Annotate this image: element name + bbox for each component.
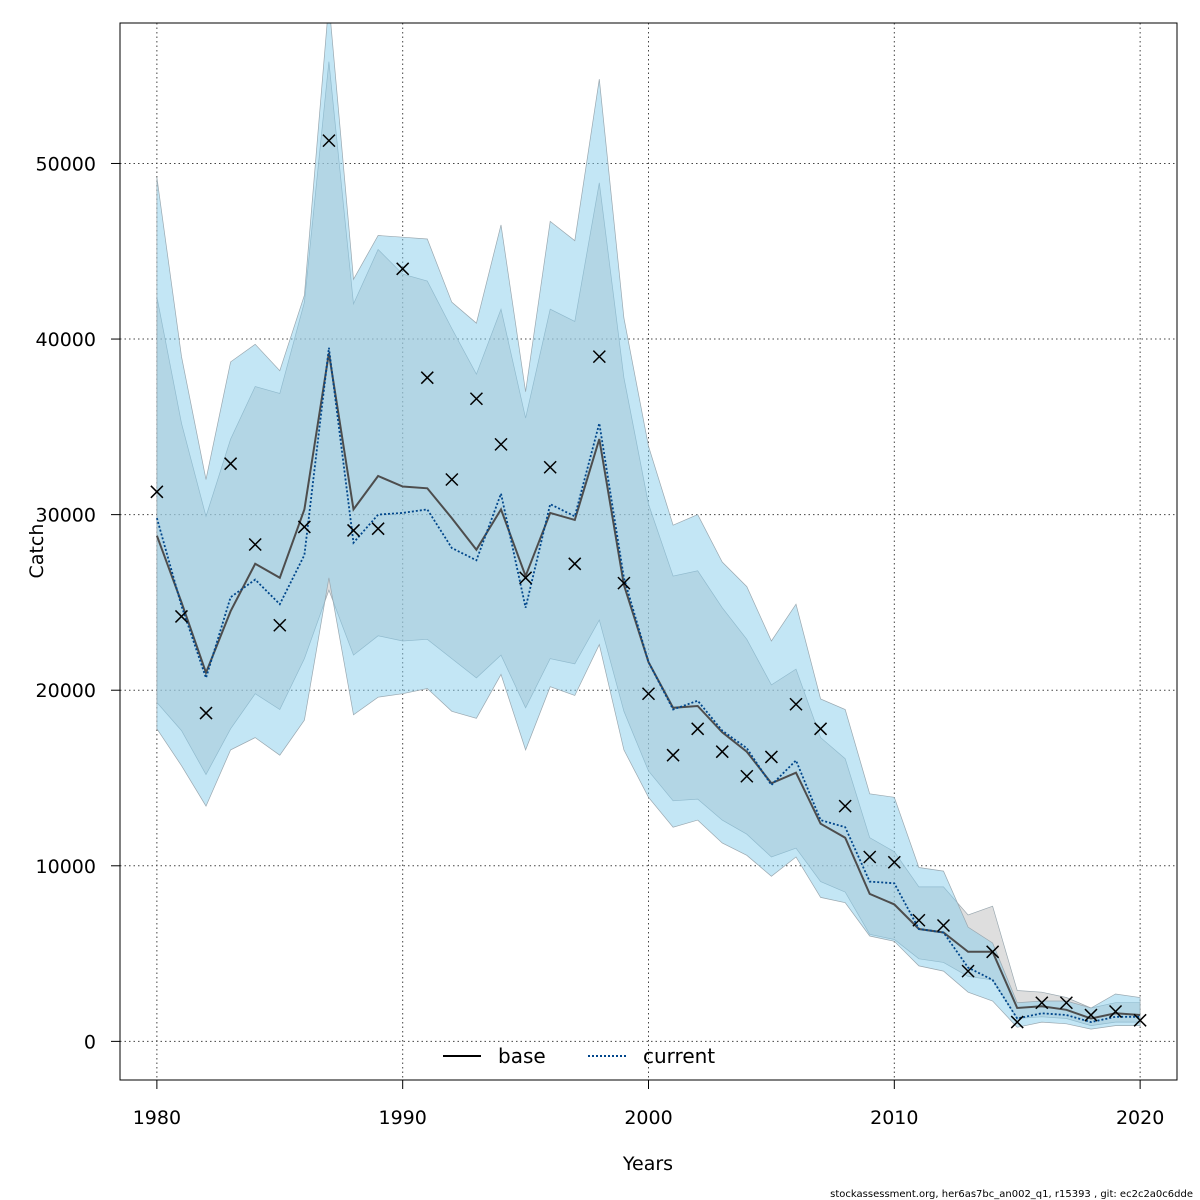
observed-point — [740, 769, 754, 783]
observed-point — [199, 706, 213, 720]
y-tick-label: 10000 — [36, 856, 96, 878]
observed-point — [641, 687, 656, 701]
y-axis-title: Catch — [26, 524, 48, 579]
observed-point — [519, 571, 533, 585]
observed-point — [592, 350, 606, 364]
observed-point — [936, 918, 951, 933]
x-tick-label: 1980 — [133, 1107, 181, 1129]
confidence-bands — [156, 23, 1141, 1030]
observed-point — [445, 472, 459, 487]
observed-point — [961, 964, 975, 978]
legend-label-current: current — [643, 1044, 715, 1068]
y-tick-label: 20000 — [36, 680, 96, 702]
observed-point — [174, 609, 188, 623]
legend-label-base: base — [498, 1044, 546, 1068]
x-axis: 1980 1990 2000 2010 2020 — [133, 1080, 1164, 1129]
line-current — [156, 347, 1141, 1024]
observed-point — [666, 748, 680, 762]
observed-points — [150, 134, 1147, 1029]
legend: base current — [443, 1044, 715, 1068]
observed-point — [1059, 996, 1073, 1010]
observed-point — [691, 722, 705, 736]
band-current — [156, 23, 1141, 1030]
observed-point — [912, 913, 926, 927]
series-lines — [155, 347, 1141, 1024]
observed-point — [224, 457, 238, 471]
y-tick-label: 50000 — [36, 153, 96, 175]
x-tick-label: 2010 — [870, 1107, 918, 1129]
x-axis-title: Years — [622, 1153, 673, 1175]
y-tick-label: 0 — [84, 1031, 96, 1053]
x-tick-label: 2020 — [1116, 1107, 1164, 1129]
observed-point — [764, 750, 778, 764]
observed-point — [986, 945, 1000, 959]
observed-point — [789, 697, 803, 711]
observed-point — [568, 557, 582, 571]
observed-point — [1010, 1015, 1024, 1029]
observed-point — [494, 437, 508, 451]
observed-point — [273, 618, 287, 632]
observed-point — [1035, 996, 1049, 1010]
observed-point — [1109, 1004, 1123, 1019]
observed-point — [715, 745, 729, 759]
line-base — [155, 352, 1141, 1020]
y-axis: 0 10000 20000 30000 40000 50000 — [36, 153, 120, 1053]
observed-point — [248, 537, 262, 552]
observed-point — [469, 392, 483, 406]
observed-point — [420, 371, 434, 385]
observed-point — [297, 520, 311, 534]
observed-point — [863, 850, 877, 864]
observed-point — [814, 722, 828, 736]
y-tick-label: 30000 — [36, 505, 96, 527]
x-tick-label: 1990 — [379, 1107, 427, 1129]
observed-point — [617, 576, 631, 590]
observed-point — [396, 262, 410, 276]
x-tick-label: 2000 — [624, 1107, 672, 1129]
observed-point — [322, 134, 336, 148]
observed-point — [1084, 1008, 1098, 1022]
observed-point — [150, 485, 164, 499]
observed-point — [838, 799, 852, 813]
observed-point — [543, 460, 557, 474]
y-tick-label: 40000 — [36, 329, 96, 351]
footer-note: stockassessment.org, her6as7bc_an002_q1,… — [830, 1189, 1193, 1200]
observed-point — [887, 855, 901, 869]
observed-point — [346, 523, 361, 537]
observed-point — [371, 522, 385, 536]
observed-point — [1133, 1013, 1147, 1027]
